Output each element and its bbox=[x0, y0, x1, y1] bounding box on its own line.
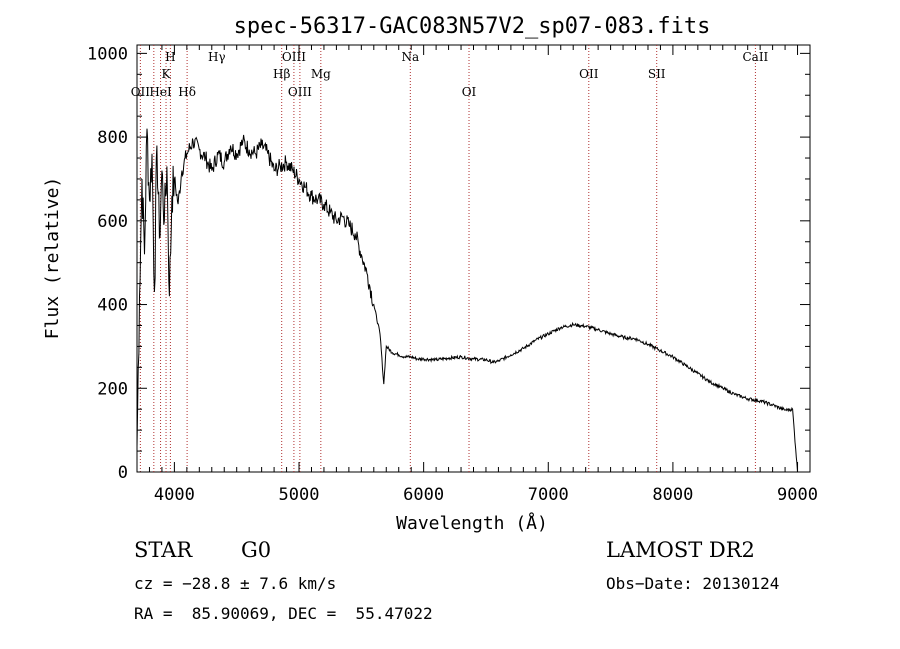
spectrum-line bbox=[136, 128, 798, 473]
line-label: Na bbox=[401, 50, 419, 64]
y-tick-label: 1000 bbox=[87, 44, 128, 64]
line-label: Hβ bbox=[273, 67, 290, 81]
x-tick-label: 7000 bbox=[528, 485, 569, 505]
x-tick-label: 6000 bbox=[403, 485, 444, 505]
coordinates: RA = 85.90069, DEC = 55.47022 bbox=[134, 604, 433, 623]
y-tick-label: 800 bbox=[97, 128, 128, 148]
obs-date: Obs−Date: 20130124 bbox=[606, 574, 780, 593]
x-tick-label: 4000 bbox=[154, 485, 195, 505]
y-tick-label: 200 bbox=[97, 379, 128, 399]
line-label: Hγ bbox=[208, 50, 226, 64]
subclass: G0 bbox=[241, 538, 272, 562]
y-axis-ticks: 0 200 400 600 800 1000 bbox=[87, 44, 810, 483]
survey-name: LAMOST DR2 bbox=[606, 538, 755, 562]
x-axis-ticks: 4000 5000 6000 7000 8000 9000 bbox=[136, 45, 818, 505]
line-label: K bbox=[162, 67, 172, 81]
x-tick-label: 9000 bbox=[777, 485, 818, 505]
x-tick-label: 8000 bbox=[652, 485, 693, 505]
y-tick-label: 0 bbox=[118, 463, 128, 483]
plot-frame bbox=[136, 44, 811, 473]
y-tick-label: 400 bbox=[97, 296, 128, 316]
line-label: Hδ bbox=[178, 85, 196, 99]
line-label: OII bbox=[131, 85, 151, 99]
object-class: STAR bbox=[134, 538, 193, 562]
line-label: OIII bbox=[288, 85, 312, 99]
line-label: CaII bbox=[742, 50, 768, 64]
line-label: SII bbox=[648, 67, 666, 81]
y-axis-label: Flux (relative) bbox=[42, 177, 63, 340]
chart-title: spec-56317-GAC083N57V2_sp07-083.fits bbox=[234, 14, 711, 39]
x-tick-label: 5000 bbox=[279, 485, 320, 505]
line-label: OI bbox=[462, 85, 477, 99]
line-label: H bbox=[165, 50, 175, 64]
line-label: OIII bbox=[282, 50, 306, 64]
x-axis-label: Wavelength (Å) bbox=[396, 512, 548, 534]
line-label: OII bbox=[579, 67, 599, 81]
line-label: Mg bbox=[311, 67, 331, 81]
line-label: HeI bbox=[149, 85, 172, 99]
emission-line-markers bbox=[139, 45, 756, 472]
y-tick-label: 600 bbox=[97, 212, 128, 232]
cz-value: cz = −28.8 ± 7.6 km/s bbox=[134, 574, 337, 593]
